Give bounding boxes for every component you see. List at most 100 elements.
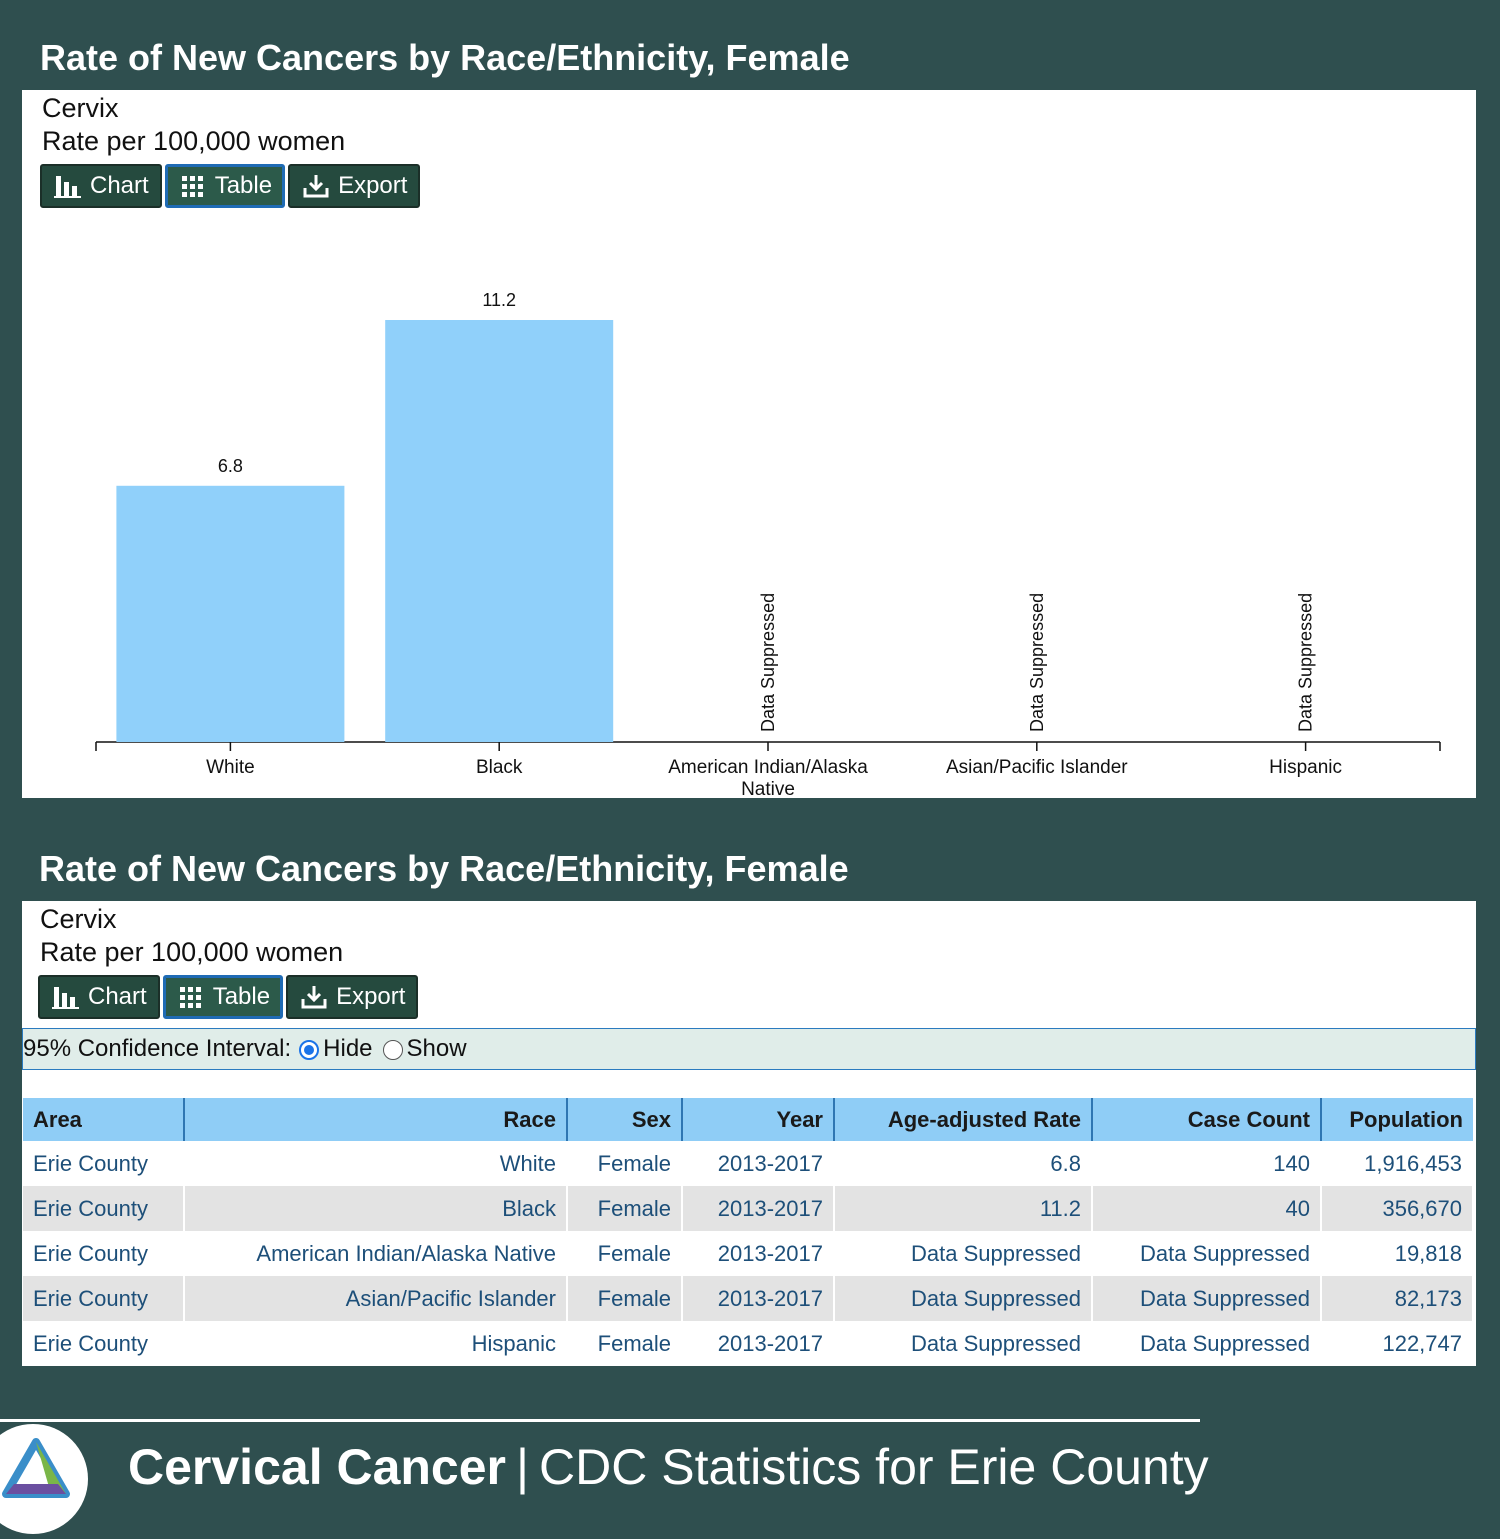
table-row: Erie County Black Female 2013-2017 11.2 … (23, 1186, 1474, 1231)
x-tick-label: Black (476, 757, 523, 778)
cell-race: Black (184, 1186, 568, 1231)
ci-show-label[interactable]: Show (406, 1035, 467, 1062)
cancer-site-label: Cervix (42, 93, 119, 123)
cell-rate: Data Suppressed (834, 1321, 1093, 1366)
column-header-rate[interactable]: Age-adjusted Rate (834, 1098, 1093, 1141)
export-button[interactable]: Export (288, 164, 421, 208)
ci-hide-label[interactable]: Hide (323, 1035, 373, 1062)
chart-view-button[interactable]: Chart (38, 975, 160, 1019)
bar-chart-icon (54, 176, 81, 198)
chart-panel: Rate of New Cancers by Race/Ethnicity, F… (22, 26, 1476, 798)
cell-year: 2013-2017 (682, 1231, 835, 1276)
footer-source: CDC Statistics for Erie County (539, 1439, 1209, 1495)
column-header-population[interactable]: Population (1321, 1098, 1473, 1141)
confidence-interval-toggle: 95% Confidence Interval: Hide Show (22, 1028, 1476, 1070)
cell-rate: 11.2 (834, 1186, 1093, 1231)
chart-panel-title: Rate of New Cancers by Race/Ethnicity, F… (40, 37, 850, 78)
cell-rate: Data Suppressed (834, 1231, 1093, 1276)
ci-show-radio[interactable] (382, 1040, 403, 1060)
cell-race: White (184, 1141, 568, 1186)
table-button-label: Table (212, 983, 271, 1010)
cell-rate: 6.8 (834, 1141, 1093, 1186)
export-button[interactable]: Export (286, 975, 419, 1019)
ci-label: 95% Confidence Interval: (23, 1035, 292, 1062)
data-label: 6.8 (218, 456, 243, 476)
cell-race: American Indian/Alaska Native (184, 1231, 568, 1276)
footer-divider (0, 1419, 1200, 1422)
cell-year: 2013-2017 (682, 1276, 835, 1321)
cell-year: 2013-2017 (682, 1321, 835, 1366)
rate-unit-label: Rate per 100,000 women (40, 937, 344, 967)
cell-sex: Female (567, 1141, 683, 1186)
table-row: Erie County American Indian/Alaska Nativ… (23, 1231, 1474, 1276)
table-panel-header: Rate of New Cancers by Race/Ethnicity, F… (22, 837, 1476, 901)
column-header-sex[interactable]: Sex (567, 1098, 683, 1141)
data-label: Data Suppressed (1027, 593, 1047, 732)
view-toggle-group: Chart Table Export (38, 975, 419, 1019)
cell-area: Erie County (23, 1276, 185, 1321)
bar-chart: 6.8 White 11.2 Black Data Suppressed American… (95, 290, 1441, 798)
cell-year: 2013-2017 (682, 1186, 835, 1231)
grid-icon (179, 987, 201, 1008)
download-icon (303, 175, 329, 198)
cell-race: Asian/Pacific Islander (184, 1276, 568, 1321)
cell-race: Hispanic (184, 1321, 568, 1366)
ci-hide-radio[interactable] (299, 1040, 320, 1060)
data-label: Data Suppressed (1296, 593, 1316, 732)
column-header-case-count[interactable]: Case Count (1092, 1098, 1322, 1141)
cell-sex: Female (567, 1321, 683, 1366)
chart-panel-header: Rate of New Cancers by Race/Ethnicity, F… (22, 26, 1476, 90)
grid-icon (181, 176, 203, 197)
x-tick-label: Native (741, 779, 795, 798)
x-tick-label: American Indian/Alaska (668, 757, 868, 778)
cell-population: 356,670 (1321, 1186, 1474, 1231)
bar-chart-icon (52, 987, 79, 1009)
export-button-label: Export (336, 983, 406, 1010)
view-toggle-group: Chart Table Export (40, 164, 421, 208)
column-header-race[interactable]: Race (184, 1098, 568, 1141)
cell-population: 19,818 (1321, 1231, 1474, 1276)
data-label: Data Suppressed (758, 593, 778, 732)
table-view-button[interactable]: Table (162, 975, 284, 1019)
x-tick-label: White (206, 757, 255, 778)
column-header-year[interactable]: Year (682, 1098, 835, 1141)
bar (385, 320, 614, 742)
cell-sex: Female (567, 1186, 683, 1231)
cell-case-count: Data Suppressed (1092, 1231, 1322, 1276)
rate-unit-label: Rate per 100,000 women (42, 126, 346, 156)
chart-button-label: Chart (90, 172, 149, 199)
cell-year: 2013-2017 (682, 1141, 835, 1186)
table-panel-title: Rate of New Cancers by Race/Ethnicity, F… (39, 848, 849, 889)
table-view-button[interactable]: Table (164, 164, 286, 208)
data-label: 11.2 (482, 290, 516, 310)
footer-topic: Cervical Cancer (128, 1439, 507, 1495)
chart-button-label: Chart (88, 983, 147, 1010)
cell-case-count: Data Suppressed (1092, 1321, 1322, 1366)
cancer-site-label: Cervix (40, 904, 117, 934)
cell-area: Erie County (23, 1231, 185, 1276)
cell-population: 1,916,453 (1321, 1141, 1474, 1186)
triangle-logo-icon (2, 1438, 70, 1498)
cell-area: Erie County (23, 1321, 185, 1366)
cell-population: 82,173 (1321, 1276, 1474, 1321)
table-header-row: Area Race Sex Year Age-adjusted Rate Cas… (23, 1098, 1473, 1141)
x-tick-label: Hispanic (1269, 757, 1342, 778)
cell-sex: Female (567, 1231, 683, 1276)
table-button-label: Table (214, 172, 273, 199)
cell-case-count: 140 (1092, 1141, 1322, 1186)
cell-population: 122,747 (1321, 1321, 1474, 1366)
cell-case-count: 40 (1092, 1186, 1322, 1231)
footer-separator: | (516, 1439, 530, 1495)
cell-rate: Data Suppressed (834, 1276, 1093, 1321)
cell-area: Erie County (23, 1186, 185, 1231)
cell-case-count: Data Suppressed (1092, 1276, 1322, 1321)
export-button-label: Export (338, 172, 408, 199)
x-tick-label: Asian/Pacific Islander (946, 757, 1128, 778)
table-row: Erie County Hispanic Female 2013-2017 Da… (23, 1321, 1474, 1366)
table-row: Erie County White Female 2013-2017 6.8 1… (23, 1141, 1474, 1186)
chart-view-button[interactable]: Chart (40, 164, 162, 208)
download-icon (301, 986, 327, 1009)
cell-area: Erie County (23, 1141, 185, 1186)
column-header-area[interactable]: Area (23, 1098, 185, 1141)
cell-sex: Female (567, 1276, 683, 1321)
